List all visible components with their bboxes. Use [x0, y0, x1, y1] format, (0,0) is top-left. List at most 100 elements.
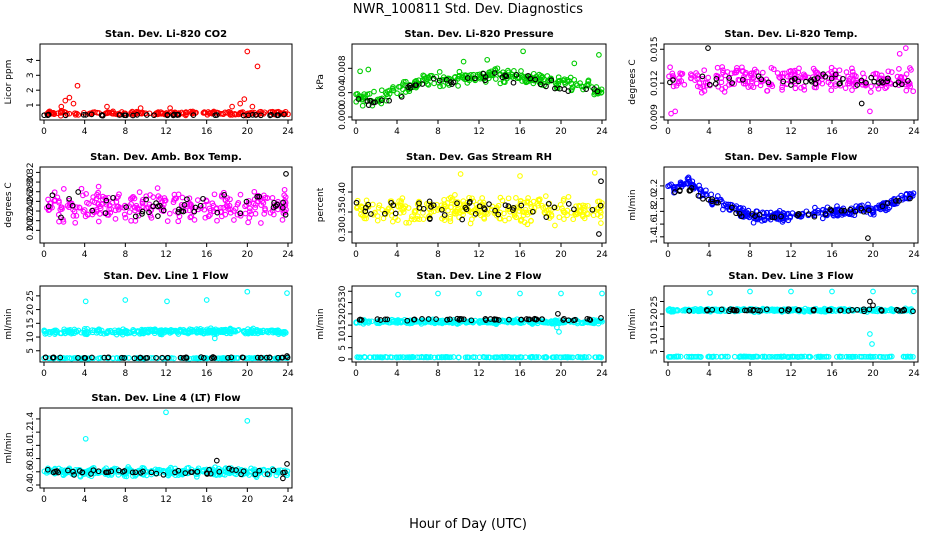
- data-point-black: [123, 204, 130, 210]
- data-point-magenta: [161, 197, 168, 204]
- data-point-green: [402, 89, 409, 95]
- data-point-magenta: [720, 67, 726, 74]
- data-point-blue: [873, 204, 880, 211]
- data-point-magenta: [868, 83, 875, 90]
- data-point-green: [383, 91, 390, 98]
- data-point-yellow: [561, 216, 567, 222]
- data-point-yellow: [580, 202, 586, 209]
- data-point-black: [750, 307, 756, 314]
- data-point-magenta: [750, 84, 757, 91]
- data-point-magenta: [147, 192, 153, 198]
- x-tick-label: 12: [473, 369, 484, 379]
- data-point-black: [50, 354, 57, 361]
- data-point-yellow: [517, 218, 524, 224]
- data-point-cyan: [837, 354, 844, 360]
- data-point-black: [822, 211, 829, 217]
- data-point-magenta: [745, 84, 752, 90]
- data-point-cyan: [104, 355, 111, 362]
- data-point-cyan: [472, 354, 478, 361]
- y-tick-label: 0.009: [650, 104, 660, 130]
- data-point-magenta: [718, 79, 725, 86]
- data-point-magenta: [224, 199, 231, 206]
- data-point-black: [88, 111, 95, 118]
- data-point-magenta: [187, 214, 194, 221]
- panel-title: Stan. Dev. Line 3 Flow: [728, 271, 853, 282]
- data-point-red: [66, 94, 73, 101]
- data-point-blue: [739, 207, 745, 213]
- data-point-cyan: [829, 288, 835, 295]
- data-point-red: [237, 100, 244, 107]
- data-point-cyan: [549, 354, 556, 361]
- data-point-black: [122, 112, 128, 119]
- data-point-magenta: [888, 69, 895, 75]
- data-point-cyan: [877, 354, 884, 360]
- data-point-magenta: [742, 71, 748, 77]
- data-point-cyan: [377, 354, 384, 361]
- data-point-yellow: [457, 171, 464, 177]
- data-point-cyan: [228, 327, 234, 333]
- panel-title: Stan. Dev. Line 4 (LT) Flow: [91, 393, 240, 404]
- data-point-blue: [865, 201, 871, 208]
- data-point-cyan: [743, 353, 750, 360]
- data-point-yellow: [523, 209, 530, 216]
- data-point-yellow: [379, 206, 386, 213]
- data-point-yellow: [395, 217, 401, 223]
- data-point-cyan: [508, 354, 514, 361]
- data-point-black: [254, 354, 261, 361]
- data-point-cyan: [203, 297, 210, 303]
- data-point-yellow: [501, 210, 507, 217]
- x-tick-label: 0: [665, 369, 671, 379]
- y-tick-label: 0.6: [26, 464, 36, 479]
- data-point-black: [253, 112, 259, 118]
- data-point-black: [65, 467, 71, 474]
- data-point-yellow: [452, 199, 459, 205]
- data-point-cyan: [697, 354, 704, 360]
- data-point-magenta: [60, 219, 67, 225]
- data-point-black: [155, 203, 161, 210]
- data-point-magenta: [714, 64, 721, 71]
- data-point-black: [146, 209, 152, 216]
- data-point-blue: [899, 195, 906, 201]
- data-point-black: [814, 75, 821, 81]
- data-point-yellow: [467, 220, 474, 227]
- x-tick-label: 16: [826, 127, 838, 137]
- x-tick-label: 0: [41, 250, 47, 260]
- data-point-cyan: [773, 354, 780, 360]
- data-point-cyan: [438, 354, 445, 360]
- data-point-yellow: [570, 216, 577, 223]
- data-point-yellow: [473, 201, 480, 208]
- y-tick-label: 2: [26, 87, 36, 93]
- data-point-magenta: [112, 216, 119, 222]
- data-point-magenta: [697, 84, 704, 91]
- data-point-cyan: [776, 307, 782, 314]
- data-point-magenta: [720, 69, 726, 76]
- data-point-black: [151, 112, 157, 119]
- data-points: [41, 48, 291, 119]
- data-point-black: [523, 316, 530, 322]
- data-point-black: [226, 465, 232, 472]
- data-point-cyan: [194, 355, 201, 362]
- data-point-black: [378, 97, 385, 104]
- data-point-black: [795, 78, 802, 85]
- panel-title: Stan. Dev. Sample Flow: [725, 152, 858, 163]
- data-point-cyan: [788, 288, 794, 295]
- x-tick-label: 16: [514, 250, 526, 260]
- data-point-cyan: [599, 290, 605, 297]
- data-point-cyan: [194, 471, 201, 477]
- data-point-green: [445, 75, 451, 82]
- data-point-yellow: [527, 209, 534, 216]
- data-point-blue: [763, 209, 770, 216]
- data-point-cyan: [819, 354, 825, 360]
- data-point-black: [200, 195, 206, 202]
- data-point-magenta: [801, 86, 808, 93]
- data-point-black: [237, 210, 244, 217]
- data-point-cyan: [476, 290, 482, 297]
- data-point-yellow: [411, 216, 418, 223]
- data-point-black: [419, 81, 426, 87]
- x-tick-label: 4: [706, 127, 712, 137]
- data-point-cyan: [707, 289, 713, 296]
- data-point-magenta: [223, 203, 230, 209]
- y-axis-label: ml/min: [628, 189, 638, 220]
- data-point-black: [139, 208, 146, 215]
- data-point-black: [849, 307, 855, 313]
